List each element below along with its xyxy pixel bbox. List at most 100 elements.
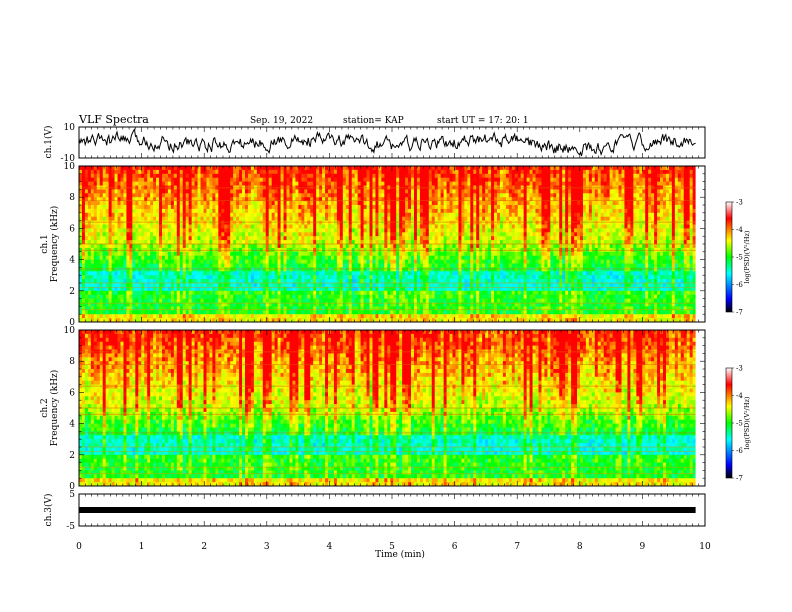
ch1-spec-cell [224,228,228,233]
ch1-spec-cell [286,220,290,225]
ch1-spec-cell [402,197,406,202]
ch1-spec-cell [360,181,364,186]
ch1-spec-cell [348,318,353,323]
ch1-spec-cell [197,216,201,221]
ch1-spec-cell [295,275,299,280]
ch1-spec-cell [360,294,364,299]
ch1-spec-cell [170,166,175,171]
ch1-spec-cell [428,259,433,264]
ch1-spec-cell [111,263,115,268]
ch1-spec-cell [413,286,418,292]
ch1-spec-cell [408,306,412,311]
ch1-spec-cell [221,228,225,233]
ch1-spec-cell [96,169,101,175]
ch1-spec-cell [342,275,347,280]
ch1-spec-cell [304,166,308,171]
ch1-spec-cell [405,286,409,292]
ch1-spec-cell [215,205,219,210]
ch1-spec-cell [325,271,329,276]
ch1-spec-cell [147,220,151,225]
ch1-spec-cell [153,208,157,214]
ch1-spec-cell [319,290,323,296]
ch1-spec-cell [250,302,255,307]
header-station: station= KAP [343,116,404,126]
ch1-spec-cell [325,286,329,292]
ch1-spec-cell [399,251,403,257]
ch1-spec-cell [197,244,201,249]
ch1-spec-cell [236,263,240,268]
ch1-spec-cell [265,228,270,233]
ch1-spec-cell [176,177,181,182]
ch1-spec-cell [259,279,264,284]
ch1-spec-cell [443,251,447,257]
ch1-spec-cell [96,267,101,272]
ch1-spec-cell [262,208,267,214]
ch1-spec-cell [304,290,308,296]
ch1-spec-cell [345,232,350,237]
ch1-spec-cell [215,275,219,280]
ch1-spec-cell [230,212,234,218]
ch1-spec-cell [354,318,359,323]
ch1-spec-cell [283,224,287,229]
ch1-spec-cell [387,224,391,229]
ch1-spec-cell [117,177,121,182]
ch1-spec-cell [363,275,367,280]
ch1-spec-cell [333,259,338,264]
ch1-spec-cell [179,193,184,198]
ch1-spec-cell [245,306,249,311]
ch1-spec-cell [339,173,344,179]
ch1-spec-cell [96,283,101,288]
ch1-spec-cell [396,298,400,303]
ch1-spec-cell [182,236,187,241]
ch1-spec-cell [372,290,376,296]
ch1-spec-cell [301,228,305,233]
ch1-spec-cell [200,275,204,280]
ch1-spec-cell [434,236,439,241]
ch1-spec-cell [108,220,112,225]
ch1-spec-cell [138,286,142,292]
ch1-spec-cell [84,224,89,229]
ch1-spec-cell [360,220,364,225]
ch1-spec-cell [206,205,210,210]
ch1-spec-cell [164,271,169,276]
ch1-spec-cell [93,177,98,182]
ch1-spec-cell [218,286,222,292]
ch1-spec-cell [212,228,216,233]
ch1-spec-cell [194,302,198,307]
ch1-spec-cell [322,275,326,280]
ch1-spec-cell [203,228,207,233]
ch1-spec-cell [200,228,204,233]
ch1-spec-cell [111,306,115,311]
ch1-spec-cell [176,173,181,179]
ch1-spec-cell [129,275,133,280]
ch1-spec-cell [224,166,228,171]
ch1-spec-cell [191,208,196,214]
ch1-spec-cell [93,290,98,296]
ch1-spec-cell [245,286,249,292]
ch1-spec-cell [162,189,166,194]
ch1-spec-cell [366,251,370,257]
ch1-spec-cell [280,173,284,179]
ch1-spec-cell [79,232,83,237]
ch1-spec-cell [99,240,104,245]
ch1-spec-cell [167,173,172,179]
ch1-spec-cell [274,298,279,303]
ch1-spec-cell [120,240,124,245]
ch1-spec-cell [336,208,341,214]
ch1-spec-cell [162,267,166,272]
ch1-spec-cell [428,314,433,319]
ch1-spec-cell [102,290,107,296]
ch1-spec-cell [345,251,350,257]
ch1-spec-cell [443,306,447,311]
ch1-spec-cell [443,294,447,299]
ch1-spec-cell [280,216,284,221]
ch1-spec-cell [90,267,95,272]
ch1-spec-cell [339,302,344,307]
ch1-spec-cell [197,294,201,299]
ch1-spec-cell [233,205,237,210]
ch1-spec-cell [132,177,136,182]
ch1-spec-cell [239,298,243,303]
ch1-spec-cell [393,208,397,214]
ch1-spec-cell [259,271,264,276]
ch1-spec-cell [102,205,107,210]
